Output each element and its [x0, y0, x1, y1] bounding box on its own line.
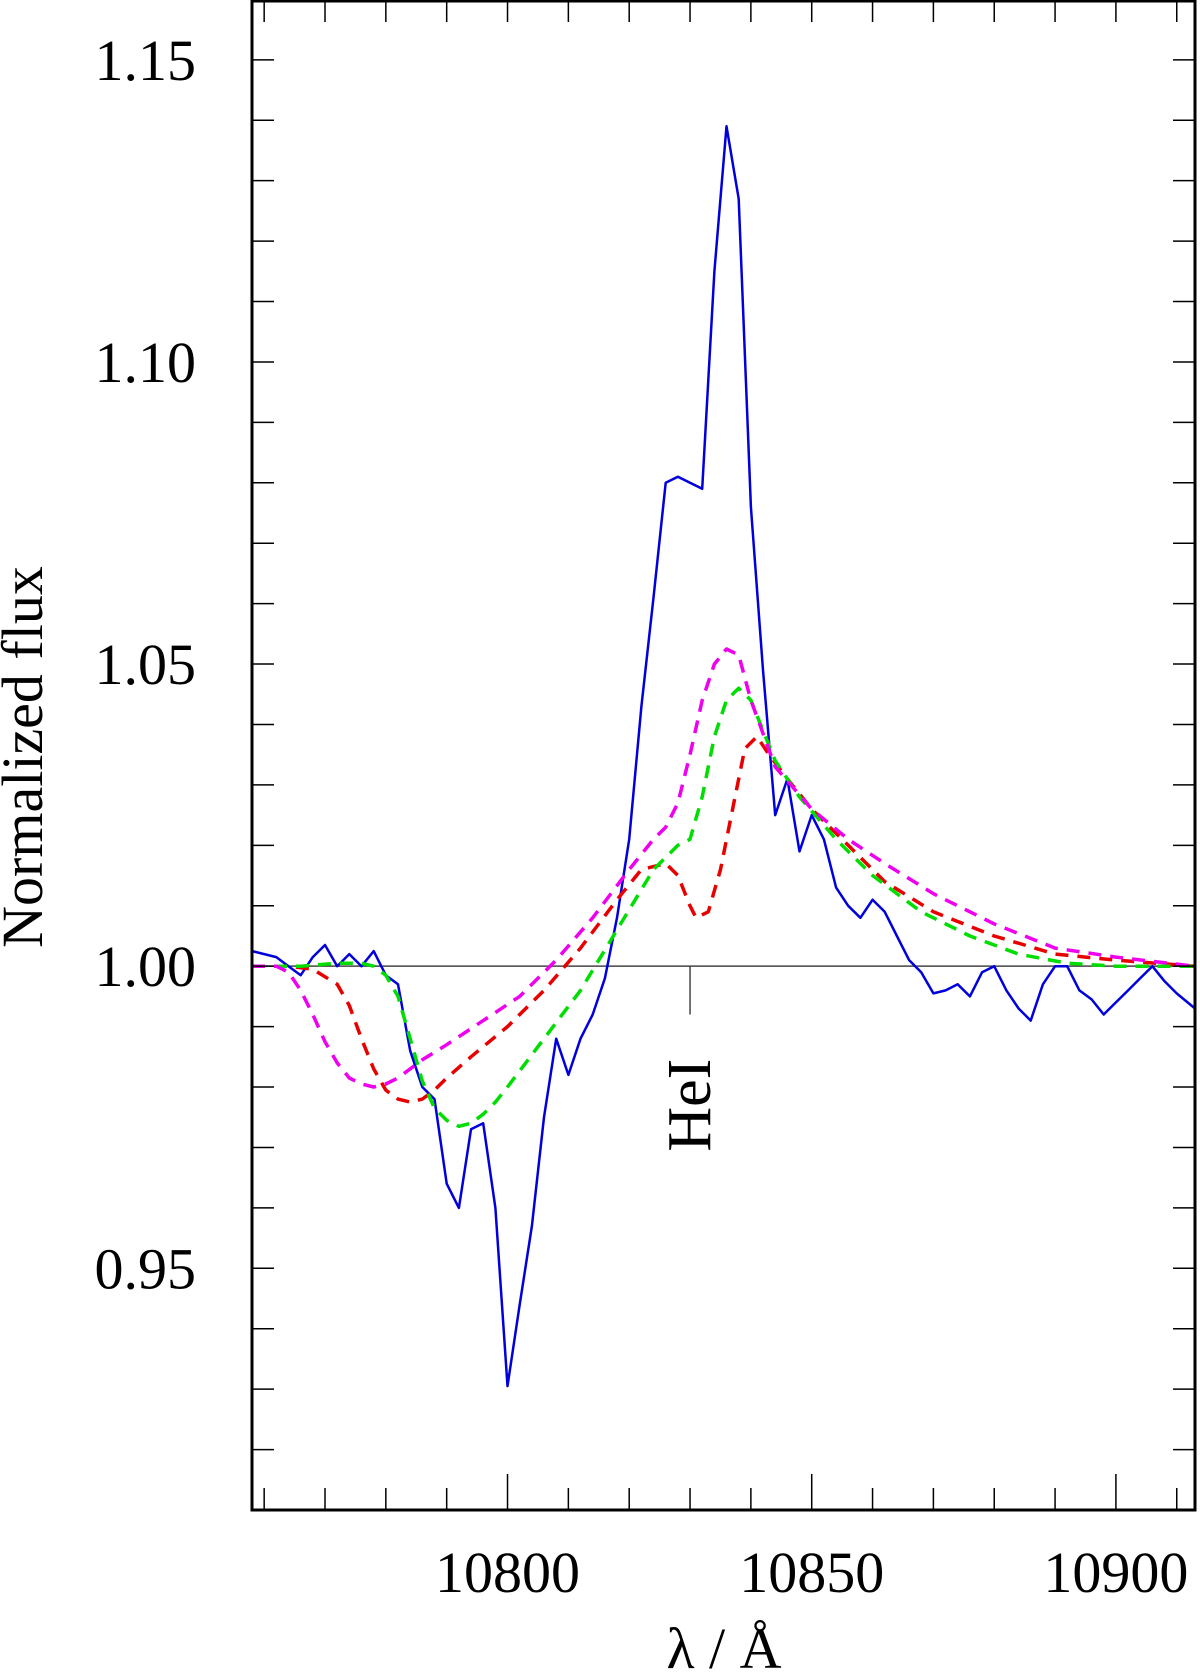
y-tick-label: 1.10 [95, 330, 197, 395]
y-tick-label: 1.15 [95, 28, 197, 93]
y-tick-label: 0.95 [95, 1236, 197, 1301]
series-line-1 [251, 125, 1196, 1388]
annotation-layer: HeI [656, 1059, 724, 1152]
tick-labels-layer: 0.95 1.00 1.05 1.10 1.15 10800 10850 10900 [95, 28, 1189, 1605]
plot-frame-layer [250, 0, 1197, 1512]
x-tick-label: 10900 [1043, 1540, 1188, 1605]
tick-marks-layer [252, 0, 1195, 1511]
x-axis-title: λ / Å [666, 1616, 781, 1674]
y-tick-label: 1.00 [95, 934, 197, 999]
series-line-3 [252, 686, 1195, 1129]
series-line-2 [252, 734, 1196, 1104]
plot-frame [250, 0, 1197, 1512]
series-line-4 [252, 647, 1196, 1089]
series-layer [251, 125, 1196, 1388]
x-tick-label: 10850 [739, 1540, 884, 1605]
y-tick-label: 1.05 [95, 632, 197, 697]
y-axis-title: Normalized flux [0, 566, 55, 948]
annotation-label: HeI [656, 1059, 724, 1152]
x-tick-label: 10800 [435, 1540, 580, 1605]
